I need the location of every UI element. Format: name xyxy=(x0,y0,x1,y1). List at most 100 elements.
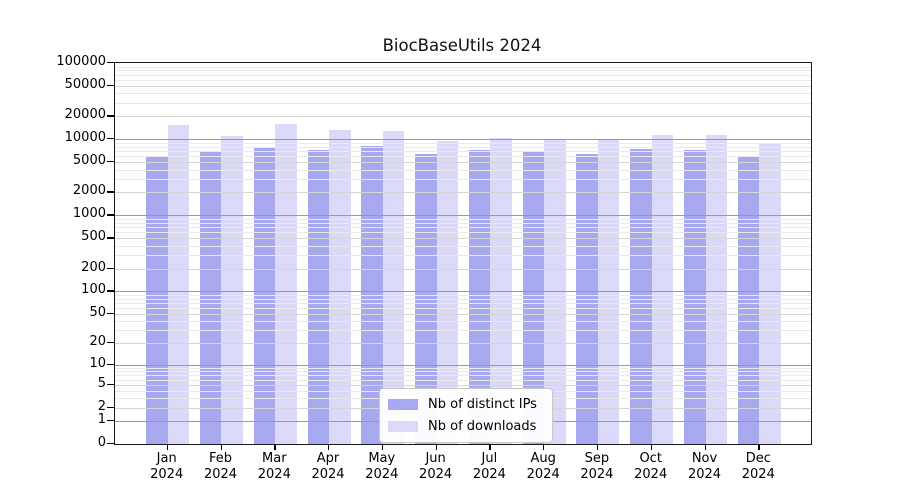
x-tick-mark-jan xyxy=(166,444,168,450)
y-tick-mark-10000 xyxy=(107,138,114,140)
gridline-9000 xyxy=(115,142,811,144)
gridline-300 xyxy=(115,255,811,257)
gridline-1000 xyxy=(115,215,811,217)
x-tick-mark-nov xyxy=(704,444,706,450)
bar-distinct-ips-dec xyxy=(737,156,760,444)
gridline-2000 xyxy=(115,192,811,194)
x-tick-mark-feb xyxy=(220,444,222,450)
x-tick-label-jul: Jul 2024 xyxy=(472,451,506,482)
x-tick-label-mar: Mar 2024 xyxy=(257,451,291,482)
bar-downloads-feb xyxy=(221,136,243,444)
bar-distinct-ips-feb xyxy=(199,151,222,444)
y-tick-label-5000: 5000 xyxy=(72,153,106,169)
bar-downloads-jul xyxy=(490,137,512,444)
x-tick-label-may: May 2024 xyxy=(365,451,399,482)
y-tick-label-50: 50 xyxy=(89,304,106,320)
bar-distinct-ips-aug xyxy=(522,152,545,444)
gridline-5000 xyxy=(115,162,811,164)
y-tick-label-20000: 20000 xyxy=(64,107,106,123)
plot-area xyxy=(114,62,812,445)
x-tick-mark-oct xyxy=(650,444,652,450)
x-tick-mark-apr xyxy=(328,444,330,450)
x-tick-label-nov: Nov 2024 xyxy=(687,451,722,482)
x-tick-label-jun: Jun 2024 xyxy=(419,451,453,482)
y-tick-mark-50 xyxy=(107,312,114,315)
x-tick-label-apr: Apr 2024 xyxy=(311,451,345,482)
x-tick-mark-dec xyxy=(758,444,760,450)
gridline-90000 xyxy=(115,66,811,68)
gridline-7000 xyxy=(115,151,811,152)
bar-distinct-ips-nov xyxy=(684,149,706,444)
y-tick-mark-2 xyxy=(107,406,114,408)
gridline-700 xyxy=(115,227,811,229)
x-tick-mark-jun xyxy=(435,444,437,450)
gridline-6 xyxy=(115,379,811,381)
gridline-3000 xyxy=(115,179,811,180)
gridline-30000 xyxy=(115,102,811,104)
y-tick-label-10: 10 xyxy=(89,355,106,371)
gridline-60 xyxy=(115,308,811,309)
x-tick-label-dec: Dec 2024 xyxy=(741,451,775,482)
gridline-600 xyxy=(115,232,811,234)
gridline-40000 xyxy=(115,93,811,95)
y-tick-label-10000: 10000 xyxy=(64,130,106,146)
bar-distinct-ips-mar xyxy=(253,147,276,444)
y-tick-label-200: 200 xyxy=(81,259,106,275)
x-tick-mark-may xyxy=(381,444,384,450)
gridline-400 xyxy=(115,245,811,247)
y-tick-mark-1000 xyxy=(107,214,114,216)
y-tick-label-20: 20 xyxy=(89,334,106,350)
x-tick-label-jan: Jan 2024 xyxy=(150,451,184,482)
gridline-100 xyxy=(115,291,811,293)
bar-downloads-dec xyxy=(759,143,781,444)
bar-distinct-ips-apr xyxy=(307,150,330,444)
y-tick-label-100000: 100000 xyxy=(56,54,106,69)
bar-downloads-oct xyxy=(651,134,674,444)
gridline-50000 xyxy=(115,85,811,87)
legend-item-downloads: Nb of downloads xyxy=(388,419,537,434)
x-tick-mark-jul xyxy=(489,444,491,450)
y-tick-mark-5 xyxy=(107,383,114,385)
gridline-30 xyxy=(115,330,811,332)
y-tick-label-2: 2 xyxy=(97,398,106,414)
gridline-8000 xyxy=(115,146,811,148)
y-tick-mark-5000 xyxy=(107,161,114,163)
bar-downloads-nov xyxy=(705,134,727,444)
gridline-20 xyxy=(115,343,811,345)
y-tick-mark-100000 xyxy=(107,62,114,64)
x-tick-label-feb: Feb 2024 xyxy=(203,451,238,482)
y-tick-mark-0 xyxy=(107,443,114,445)
bar-downloads-mar xyxy=(275,124,297,444)
gridline-60000 xyxy=(115,79,811,81)
gridline-80000 xyxy=(115,70,811,72)
y-tick-label-100: 100 xyxy=(81,282,106,298)
x-tick-label-sep: Sep 2024 xyxy=(580,451,614,482)
y-tick-label-500: 500 xyxy=(81,229,106,245)
y-tick-mark-500 xyxy=(107,237,114,239)
legend: Nb of distinct IPs Nb of downloads xyxy=(379,388,553,443)
x-tick-mark-aug xyxy=(543,444,545,450)
y-tick-label-0: 0 xyxy=(97,435,106,450)
y-tick-mark-10 xyxy=(107,363,114,365)
y-tick-mark-20000 xyxy=(107,115,114,117)
bar-downloads-apr xyxy=(329,130,351,444)
gridline-10 xyxy=(115,364,811,366)
gridline-10000 xyxy=(115,139,811,141)
gridline-200 xyxy=(115,268,811,270)
legend-label-distinct-ips: Nb of distinct IPs xyxy=(428,397,537,412)
gridline-50 xyxy=(115,313,811,315)
gridline-8 xyxy=(115,371,811,373)
legend-item-distinct-ips: Nb of distinct IPs xyxy=(388,397,537,412)
bar-downloads-may xyxy=(382,131,405,444)
y-tick-label-5: 5 xyxy=(97,375,106,391)
legend-swatch-distinct-ips xyxy=(388,399,418,410)
legend-swatch-downloads xyxy=(388,421,418,432)
y-tick-label-50000: 50000 xyxy=(64,76,106,92)
y-tick-label-2000: 2000 xyxy=(72,183,106,199)
gridline-90 xyxy=(115,294,811,296)
x-tick-label-aug: Aug 2024 xyxy=(526,451,560,482)
gridline-4000 xyxy=(115,169,811,171)
bar-distinct-ips-jan xyxy=(146,156,168,444)
gridline-40 xyxy=(115,321,811,323)
